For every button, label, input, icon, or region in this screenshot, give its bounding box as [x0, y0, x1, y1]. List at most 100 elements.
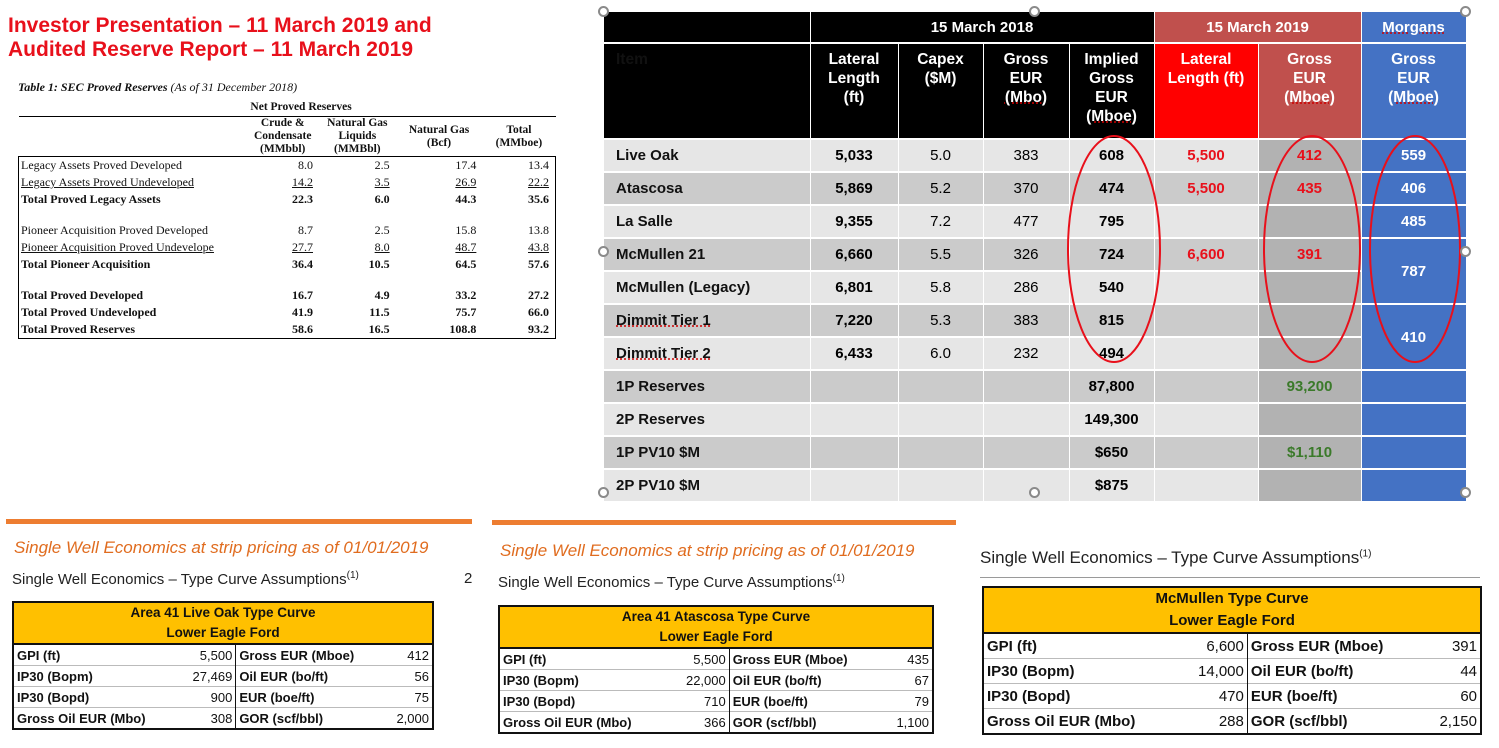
comparison-cell-capex: 5.0 [898, 139, 984, 173]
sec-col-header: Natural Gas (Bcf) [408, 123, 470, 149]
sec-row-value: 13.4 [482, 156, 556, 174]
reserves-comparison-panel[interactable]: 15 March 2018 15 March 2019 Morgans Item… [604, 12, 1467, 503]
sec-reserves-panel: Table 1: SEC Proved Reserves (As of 31 D… [18, 80, 558, 339]
selection-handle-w[interactable] [598, 246, 609, 257]
comparison-cell-lateral [810, 403, 899, 437]
selection-handle-ne[interactable] [1460, 6, 1471, 17]
sec-col-header: Crude & Condensate (MMbbl) [253, 117, 312, 155]
comparison-cell-gross: 232 [983, 337, 1070, 371]
comparison-cell-capex: 5.3 [898, 304, 984, 338]
type-curve-label: GPI (ft) [499, 647, 671, 670]
type-curve-label: GOR (scf/bbl) [235, 707, 385, 729]
type-curve-value: 22,000 [670, 669, 730, 691]
comparison-cell-lateral19 [1154, 403, 1259, 437]
comparison-cell-gross: 383 [983, 304, 1070, 338]
comparison-row-item: La Salle [604, 205, 811, 239]
comparison-cell-implied: 608 [1069, 139, 1155, 173]
reserves-comparison-table: 15 March 2018 15 March 2019 Morgans Item… [604, 12, 1467, 503]
comparison-cell-lateral: 7,220 [810, 304, 899, 338]
group-header-morgans: Morgans [1361, 12, 1467, 44]
comparison-row: McMullen (Legacy) 6,801 5.8 286 540 [604, 271, 1466, 305]
selection-handle-e[interactable] [1460, 246, 1471, 257]
type-curve-label: IP30 (Bopm) [13, 665, 180, 687]
col-header-morgans-eur: Gross EUR (Mboe) [1361, 43, 1467, 140]
comparison-cell-gross [983, 403, 1070, 437]
economics-panel-live-oak: Single Well Economics at strip pricing a… [6, 519, 474, 748]
comparison-cell-capex: 5.5 [898, 238, 984, 272]
type-curve-label: Oil EUR (bo/ft) [1247, 658, 1425, 684]
comparison-cell-lateral19: 5,500 [1154, 172, 1259, 206]
type-curve-label: Gross Oil EUR (Mbo) [13, 707, 180, 729]
comparison-cell-gross: 286 [983, 271, 1070, 305]
sec-row-value: 108.8 [395, 321, 483, 339]
comparison-cell-lateral19 [1154, 370, 1259, 404]
comparison-cell-morgans [1361, 469, 1467, 503]
comparison-cell-lateral [810, 370, 899, 404]
comparison-cell-lateral: 5,869 [810, 172, 899, 206]
economics-subtitle: Single Well Economics at strip pricing a… [500, 541, 915, 560]
comparison-cell-gross: 477 [983, 205, 1070, 239]
selection-handle-se[interactable] [1460, 487, 1471, 498]
sec-row-value: 58.6 [246, 321, 319, 339]
comparison-cell-capex [898, 370, 984, 404]
col-header-item: Item [604, 43, 811, 140]
sec-row-label: Pioneer Acquisition Proved Undevelope [21, 240, 214, 254]
type-curve-label: GOR (scf/bbl) [1247, 708, 1425, 734]
selection-handle-n[interactable] [1029, 6, 1040, 17]
comparison-cell-capex: 5.8 [898, 271, 984, 305]
comparison-cell-gross [983, 370, 1070, 404]
comparison-cell-morgans: 559 [1361, 139, 1467, 173]
comparison-cell-lateral19 [1154, 205, 1259, 239]
sec-row-value: 10.5 [368, 257, 390, 271]
selection-handle-nw[interactable] [598, 6, 609, 17]
type-curve-row: Gross Oil EUR (Mbo) 308 GOR (scf/bbl) 2,000 [13, 707, 433, 729]
comparison-row-item: 1P PV10 $M [604, 436, 811, 470]
sec-row-value: 48.7 [455, 240, 477, 254]
selection-handle-sw[interactable] [598, 487, 609, 498]
sec-row-value: 33.2 [455, 288, 477, 302]
comparison-cell-lateral19 [1154, 304, 1259, 338]
sec-row-value: 3.5 [374, 175, 390, 189]
sec-row-label: Total Proved Undeveloped [21, 305, 157, 319]
type-curve-value: 366 [670, 711, 730, 733]
sec-row-value: 8.0 [246, 156, 319, 174]
comparison-cell-morgans [1361, 436, 1467, 470]
type-curve-label: IP30 (Bopm) [499, 669, 671, 691]
sec-row-value: 93.2 [482, 321, 556, 339]
comparison-cell-gross19: 435 [1258, 172, 1362, 206]
sec-caption-title: Table 1: SEC Proved Reserves [18, 80, 168, 94]
comparison-row-item: 1P Reserves [604, 370, 811, 404]
comparison-cell-implied: $875 [1069, 469, 1155, 503]
type-curve-row: IP30 (Bopd) 710 EUR (boe/ft) 79 [499, 690, 933, 712]
comparison-cell-lateral [810, 436, 899, 470]
comparison-row-item: Atascosa [604, 172, 811, 206]
type-curve-table-live-oak: Area 41 Live Oak Type Curve Lower Eagle F… [12, 601, 434, 730]
sec-table-row: Legacy Assets Proved Developed 8.0 2.5 17.4… [18, 156, 556, 174]
type-curve-value: 2,000 [384, 707, 433, 729]
economics-heading: Single Well Economics – Type Curve Assum… [498, 573, 845, 591]
comparison-cell-gross19 [1258, 271, 1362, 305]
comparison-cell-morgans [1361, 370, 1467, 404]
sec-group-header: Net Proved Reserves [246, 99, 483, 117]
comparison-cell-gross19 [1258, 337, 1362, 371]
type-curve-title: McMullen Type Curve Lower Eagle Ford [983, 587, 1481, 634]
type-curve-row: GPI (ft) 6,600 Gross EUR (Mboe) 391 [983, 632, 1481, 659]
sec-row-label: Total Proved Legacy Assets [21, 192, 161, 206]
selection-handle-s[interactable] [1029, 487, 1040, 498]
type-curve-value: 308 [179, 707, 237, 729]
comparison-cell-lateral: 5,033 [810, 139, 899, 173]
comparison-row-item: Dimmit Tier 2 [604, 337, 811, 371]
sec-row-value: 75.7 [455, 305, 477, 319]
comparison-row-item: 2P PV10 $M [604, 469, 811, 503]
sec-row-value: 16.5 [319, 321, 396, 339]
comparison-cell-implied: 724 [1069, 238, 1155, 272]
comparison-cell-gross: 326 [983, 238, 1070, 272]
sec-row-value: 14.2 [292, 175, 313, 189]
comparison-cell-lateral: 9,355 [810, 205, 899, 239]
comparison-row: Dimmit Tier 1 7,220 5.3 383 815 410 [604, 304, 1467, 371]
type-curve-row: Gross Oil EUR (Mbo) 288 GOR (scf/bbl) 2,150 [983, 708, 1481, 734]
type-curve-value: 412 [384, 643, 433, 666]
sec-row-label: Pioneer Acquisition Proved Developed [21, 223, 208, 237]
orange-divider [6, 519, 472, 524]
type-curve-label: Gross EUR (Mboe) [729, 647, 883, 670]
